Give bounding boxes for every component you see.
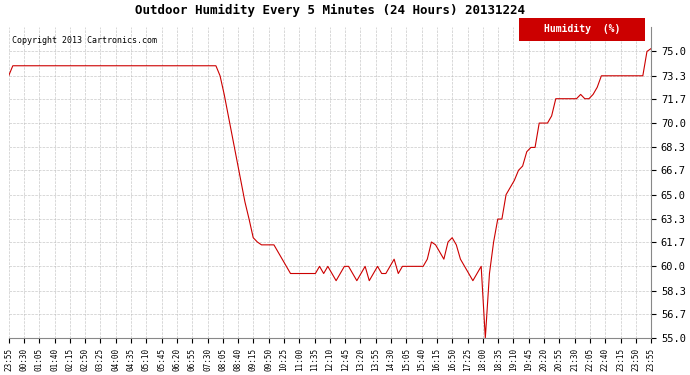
Title: Outdoor Humidity Every 5 Minutes (24 Hours) 20131224: Outdoor Humidity Every 5 Minutes (24 Hou… <box>135 3 525 16</box>
Text: Copyright 2013 Cartronics.com: Copyright 2013 Cartronics.com <box>12 36 157 45</box>
